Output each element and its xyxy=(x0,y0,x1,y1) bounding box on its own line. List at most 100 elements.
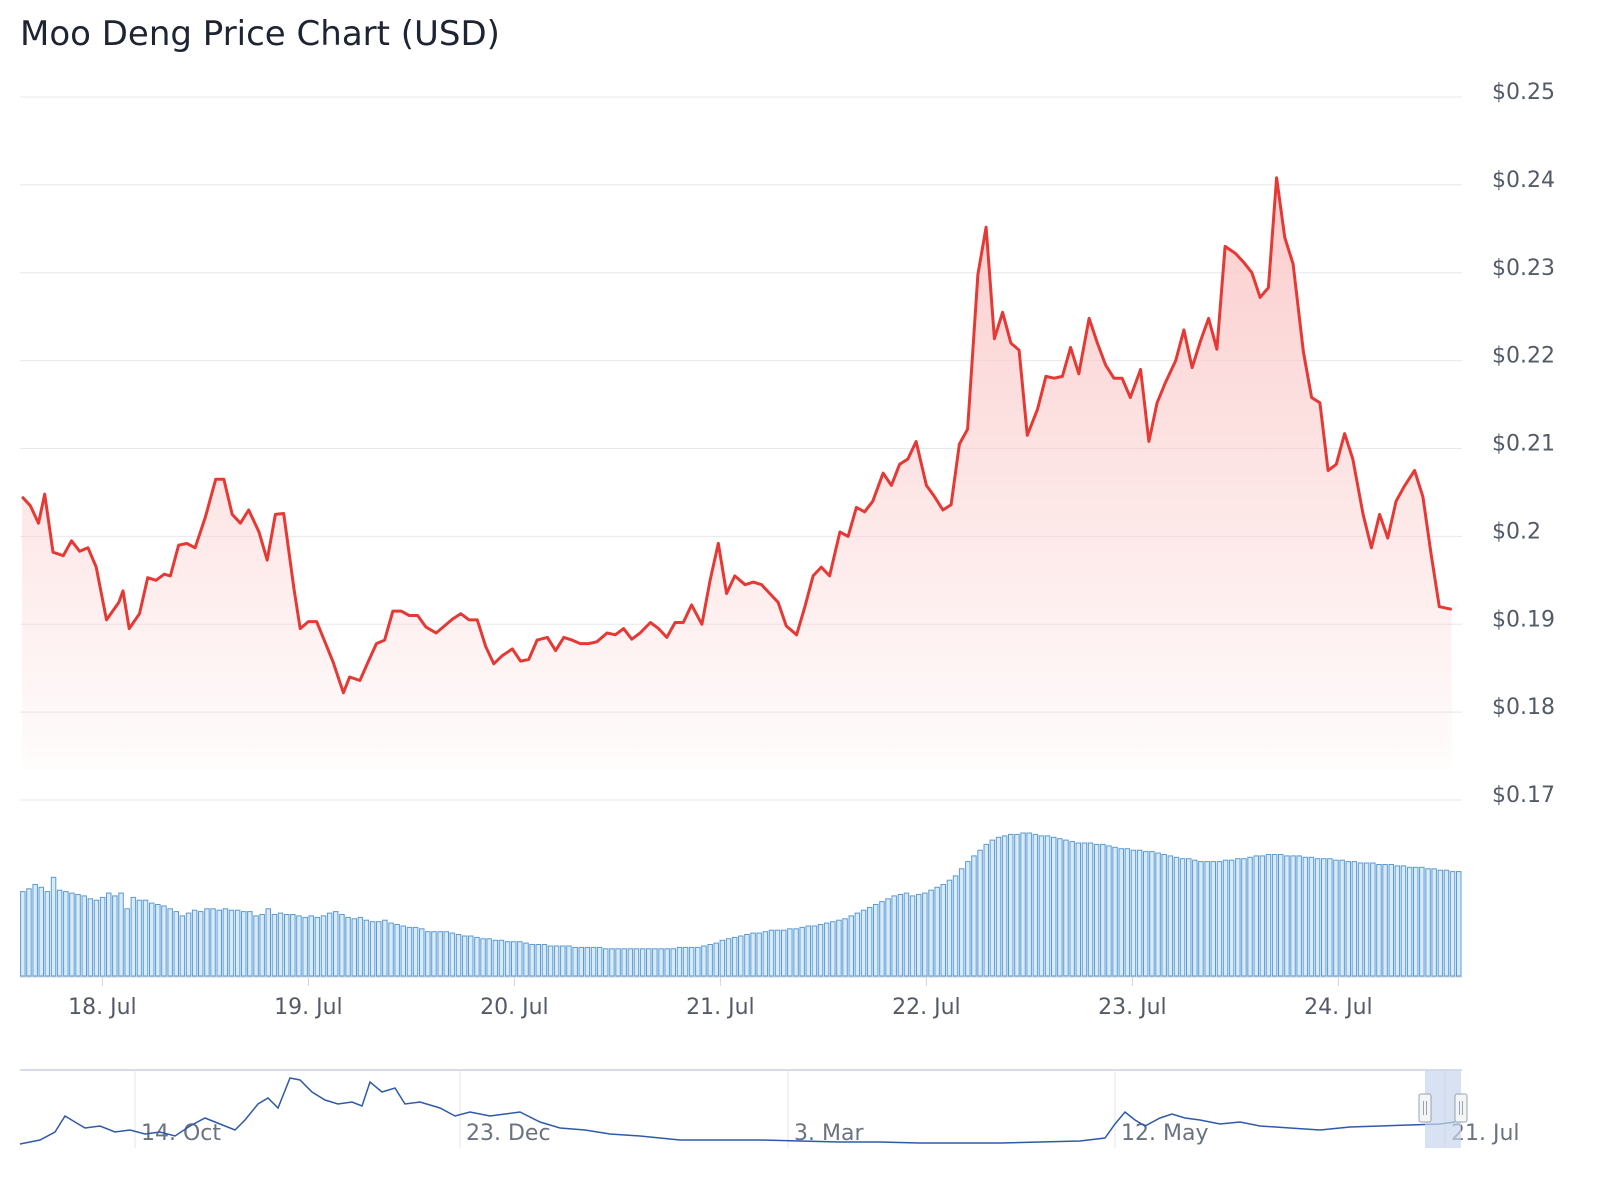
volume-bar xyxy=(897,894,904,977)
volume-bar xyxy=(578,946,584,977)
volume-bar xyxy=(69,892,75,977)
volume-bar xyxy=(326,912,333,977)
volume-bar xyxy=(75,894,81,977)
volume-bar xyxy=(1081,842,1088,977)
volume-bar xyxy=(1259,855,1266,977)
volume-bar xyxy=(492,939,499,977)
volume-bar xyxy=(934,886,940,977)
volume-bar xyxy=(922,892,928,977)
volume-bar xyxy=(793,928,799,977)
volume-bar xyxy=(541,944,548,977)
volume-bar xyxy=(480,938,486,977)
volume-bar xyxy=(1400,865,1407,977)
price-area xyxy=(22,177,1452,771)
volume-bar xyxy=(885,898,891,977)
volume-bar xyxy=(983,843,989,977)
volume-bar xyxy=(1382,864,1388,977)
volume-bar xyxy=(93,899,100,977)
volume-bar xyxy=(738,935,744,977)
volume-bar xyxy=(1449,871,1456,977)
volume-bar xyxy=(1149,851,1155,977)
volume-bar xyxy=(627,948,634,977)
volume-bar xyxy=(198,911,204,977)
navigator-tick-label: 12. May xyxy=(1121,1121,1208,1146)
volume-bar xyxy=(382,919,388,977)
volume-bar xyxy=(363,919,370,977)
x-tick-label: 18. Jul xyxy=(68,995,137,1020)
volume-bar xyxy=(879,901,885,977)
volume-bar xyxy=(866,906,873,977)
volume-bar xyxy=(603,948,609,977)
price-series-line[interactable] xyxy=(21,176,1453,695)
volume-bar xyxy=(646,948,652,977)
volume-bar xyxy=(1425,868,1431,977)
volume-bar xyxy=(161,905,167,977)
volume-bar xyxy=(817,924,824,977)
volume-bar xyxy=(842,918,848,977)
volume-bar xyxy=(1112,846,1118,977)
volume-bar xyxy=(449,932,456,977)
volume-bar xyxy=(87,898,94,977)
volume-bar xyxy=(701,945,707,977)
navigator-tick-label: 23. Dec xyxy=(466,1121,551,1146)
volume-bar xyxy=(1302,856,1309,977)
volume-bar xyxy=(498,939,505,977)
volume-bar xyxy=(977,849,983,977)
volume-bar xyxy=(106,892,112,977)
volume-bar xyxy=(20,891,26,977)
volume-bar xyxy=(26,888,32,977)
volume-bar xyxy=(633,948,640,977)
volume-bar xyxy=(774,929,781,977)
volume-bar xyxy=(1339,859,1345,977)
volume-bar xyxy=(222,908,229,977)
volume-bar xyxy=(431,931,437,977)
volume-bar xyxy=(1179,858,1186,977)
volume-bar xyxy=(1443,869,1450,977)
volume-bar xyxy=(1271,854,1278,977)
volume-bar xyxy=(553,945,560,977)
y-tick-label: $0.19 xyxy=(1492,607,1555,632)
navigator[interactable]: 14. Oct 23. Dec 3. Mar 12. May 21. Jul xyxy=(19,1069,1520,1148)
volume-bar xyxy=(719,939,726,977)
volume-bar xyxy=(652,948,658,977)
volume-bar xyxy=(210,908,216,977)
volume-bar xyxy=(517,941,523,977)
volume-bar xyxy=(891,895,897,977)
volume-bar xyxy=(1155,852,1161,977)
volume-bar xyxy=(805,925,811,977)
volume-bar xyxy=(1173,856,1180,977)
volume-bar xyxy=(658,948,664,977)
volume-bar xyxy=(1136,849,1143,977)
volume-bar xyxy=(1118,848,1124,977)
volume-bar xyxy=(1204,861,1210,977)
price-line[interactable] xyxy=(21,176,1453,695)
volume-bar xyxy=(50,876,57,977)
volume-bar xyxy=(1308,856,1315,977)
x-tick-label: 24. Jul xyxy=(1304,995,1373,1020)
volume-bar xyxy=(590,946,597,977)
volume-bar xyxy=(296,915,302,977)
volume-bar xyxy=(1419,866,1425,977)
volume-bar xyxy=(253,915,259,977)
x-tick-label: 20. Jul xyxy=(480,995,549,1020)
navigator-left-handle[interactable] xyxy=(1418,1093,1432,1123)
x-tick-label: 22. Jul xyxy=(892,995,961,1020)
navigator-right-handle[interactable] xyxy=(1454,1093,1468,1123)
volume-bar xyxy=(596,946,603,977)
price-area-fill xyxy=(22,177,1452,771)
volume-bar xyxy=(756,932,762,977)
volume-bar xyxy=(149,902,155,977)
volume-bar xyxy=(916,894,922,977)
volume-bar xyxy=(455,934,462,977)
navigator-series-line xyxy=(19,1077,1456,1145)
volume-bar xyxy=(1026,832,1032,977)
volume-bar xyxy=(191,909,198,977)
volume-bar xyxy=(265,908,271,977)
volume-bar xyxy=(768,929,775,977)
volume-bar xyxy=(1014,833,1020,977)
volume-bar xyxy=(787,928,793,977)
volume-bar xyxy=(425,931,431,977)
volume-bar xyxy=(388,922,394,977)
y-tick-label: $0.21 xyxy=(1492,432,1555,457)
